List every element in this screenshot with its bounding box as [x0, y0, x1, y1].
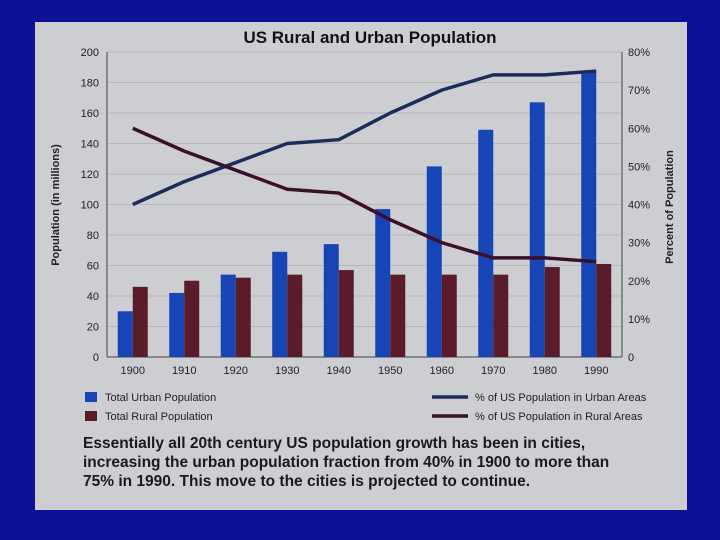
right-tick-label: 0	[628, 352, 634, 364]
right-tick-label: 20%	[628, 276, 650, 288]
left-tick-label: 20	[87, 322, 99, 334]
left-axis-ticks: 0 20 40 60 80 100 120 140 160 180 200	[81, 47, 99, 364]
bar-urban-1950	[375, 209, 391, 357]
right-axis-label: Percent of Population	[664, 150, 676, 264]
legend-swatch-rural-population	[85, 411, 97, 421]
bar-rural-1900	[132, 286, 148, 357]
legend: Total Urban Population Total Rural Popul…	[85, 392, 647, 422]
bar-urban-1930	[272, 251, 288, 357]
bar-rural-1990	[596, 263, 612, 357]
line-urban-percent	[132, 69, 597, 207]
right-tick-label: 60%	[628, 123, 650, 135]
bar-rural-1910	[184, 280, 200, 357]
bar-rural-1940	[338, 270, 354, 357]
left-axis-label: Population (in millions)	[50, 144, 62, 266]
bar-urban-1910	[169, 292, 185, 357]
bar-rural-1960	[441, 274, 457, 357]
left-tick-label: 60	[87, 261, 99, 273]
right-tick-label: 40%	[628, 200, 650, 212]
x-tick-label: 1950	[378, 365, 402, 377]
line-rural-percent	[132, 126, 597, 264]
right-tick-label: 50%	[628, 161, 650, 173]
bars	[117, 71, 612, 357]
x-tick-label: 1990	[584, 365, 608, 377]
x-tick-label: 1920	[224, 365, 248, 377]
right-tick-label: 70%	[628, 85, 650, 97]
bar-urban-1900	[117, 311, 133, 357]
lines	[132, 69, 597, 264]
legend-label-urban-population: Total Urban Population	[105, 392, 216, 404]
left-tick-label: 100	[81, 200, 99, 212]
x-tick-label: 1910	[172, 365, 196, 377]
right-tick-label: 10%	[628, 314, 650, 326]
x-tick-label: 1970	[481, 365, 505, 377]
legend-swatch-urban-population	[85, 392, 97, 402]
chart-panel: US Rural and Urban Population 0 20 40 60 80 1…	[35, 22, 687, 510]
left-tick-label: 80	[87, 230, 99, 242]
left-tick-label: 120	[81, 169, 99, 181]
x-tick-label: 1930	[275, 365, 299, 377]
left-tick-label: 0	[93, 352, 99, 364]
legend-label-rural-percent: % of US Population in Rural Areas	[475, 411, 643, 422]
left-tick-label: 180	[81, 78, 99, 90]
right-tick-label: 30%	[628, 238, 650, 250]
left-tick-label: 160	[81, 108, 99, 120]
bar-rural-1970	[493, 274, 509, 357]
left-tick-label: 200	[81, 47, 99, 59]
bar-rural-1950	[390, 274, 406, 357]
bar-urban-1960	[426, 166, 442, 357]
right-tick-label: 80%	[628, 47, 650, 59]
population-chart: US Rural and Urban Population 0 20 40 60 80 1…	[50, 28, 676, 422]
bar-urban-1980	[529, 102, 545, 357]
bar-urban-1990	[581, 71, 597, 357]
x-tick-label: 1960	[430, 365, 454, 377]
bar-urban-1920	[220, 274, 236, 357]
left-tick-label: 40	[87, 291, 99, 303]
right-axis-ticks: 0 10% 20% 30% 40% 50% 60% 70% 80%	[628, 47, 650, 364]
bar-rural-1980	[544, 267, 560, 357]
chart-title: US Rural and Urban Population	[243, 28, 496, 47]
bar-urban-1970	[478, 129, 494, 357]
legend-label-rural-population: Total Rural Population	[105, 411, 213, 422]
x-axis-ticks: 1900 1910 1920 1930 1940 1950 1960 1970 1980 1990	[121, 365, 609, 377]
x-tick-label: 1900	[121, 365, 145, 377]
bar-rural-1930	[287, 274, 303, 357]
bar-urban-1940	[323, 244, 339, 357]
x-tick-label: 1940	[327, 365, 351, 377]
left-tick-label: 140	[81, 139, 99, 151]
caption-text: Essentially all 20th century US populati…	[83, 435, 610, 490]
x-tick-label: 1980	[533, 365, 557, 377]
bar-rural-1920	[235, 277, 251, 357]
legend-label-urban-percent: % of US Population in Urban Areas	[475, 392, 647, 404]
